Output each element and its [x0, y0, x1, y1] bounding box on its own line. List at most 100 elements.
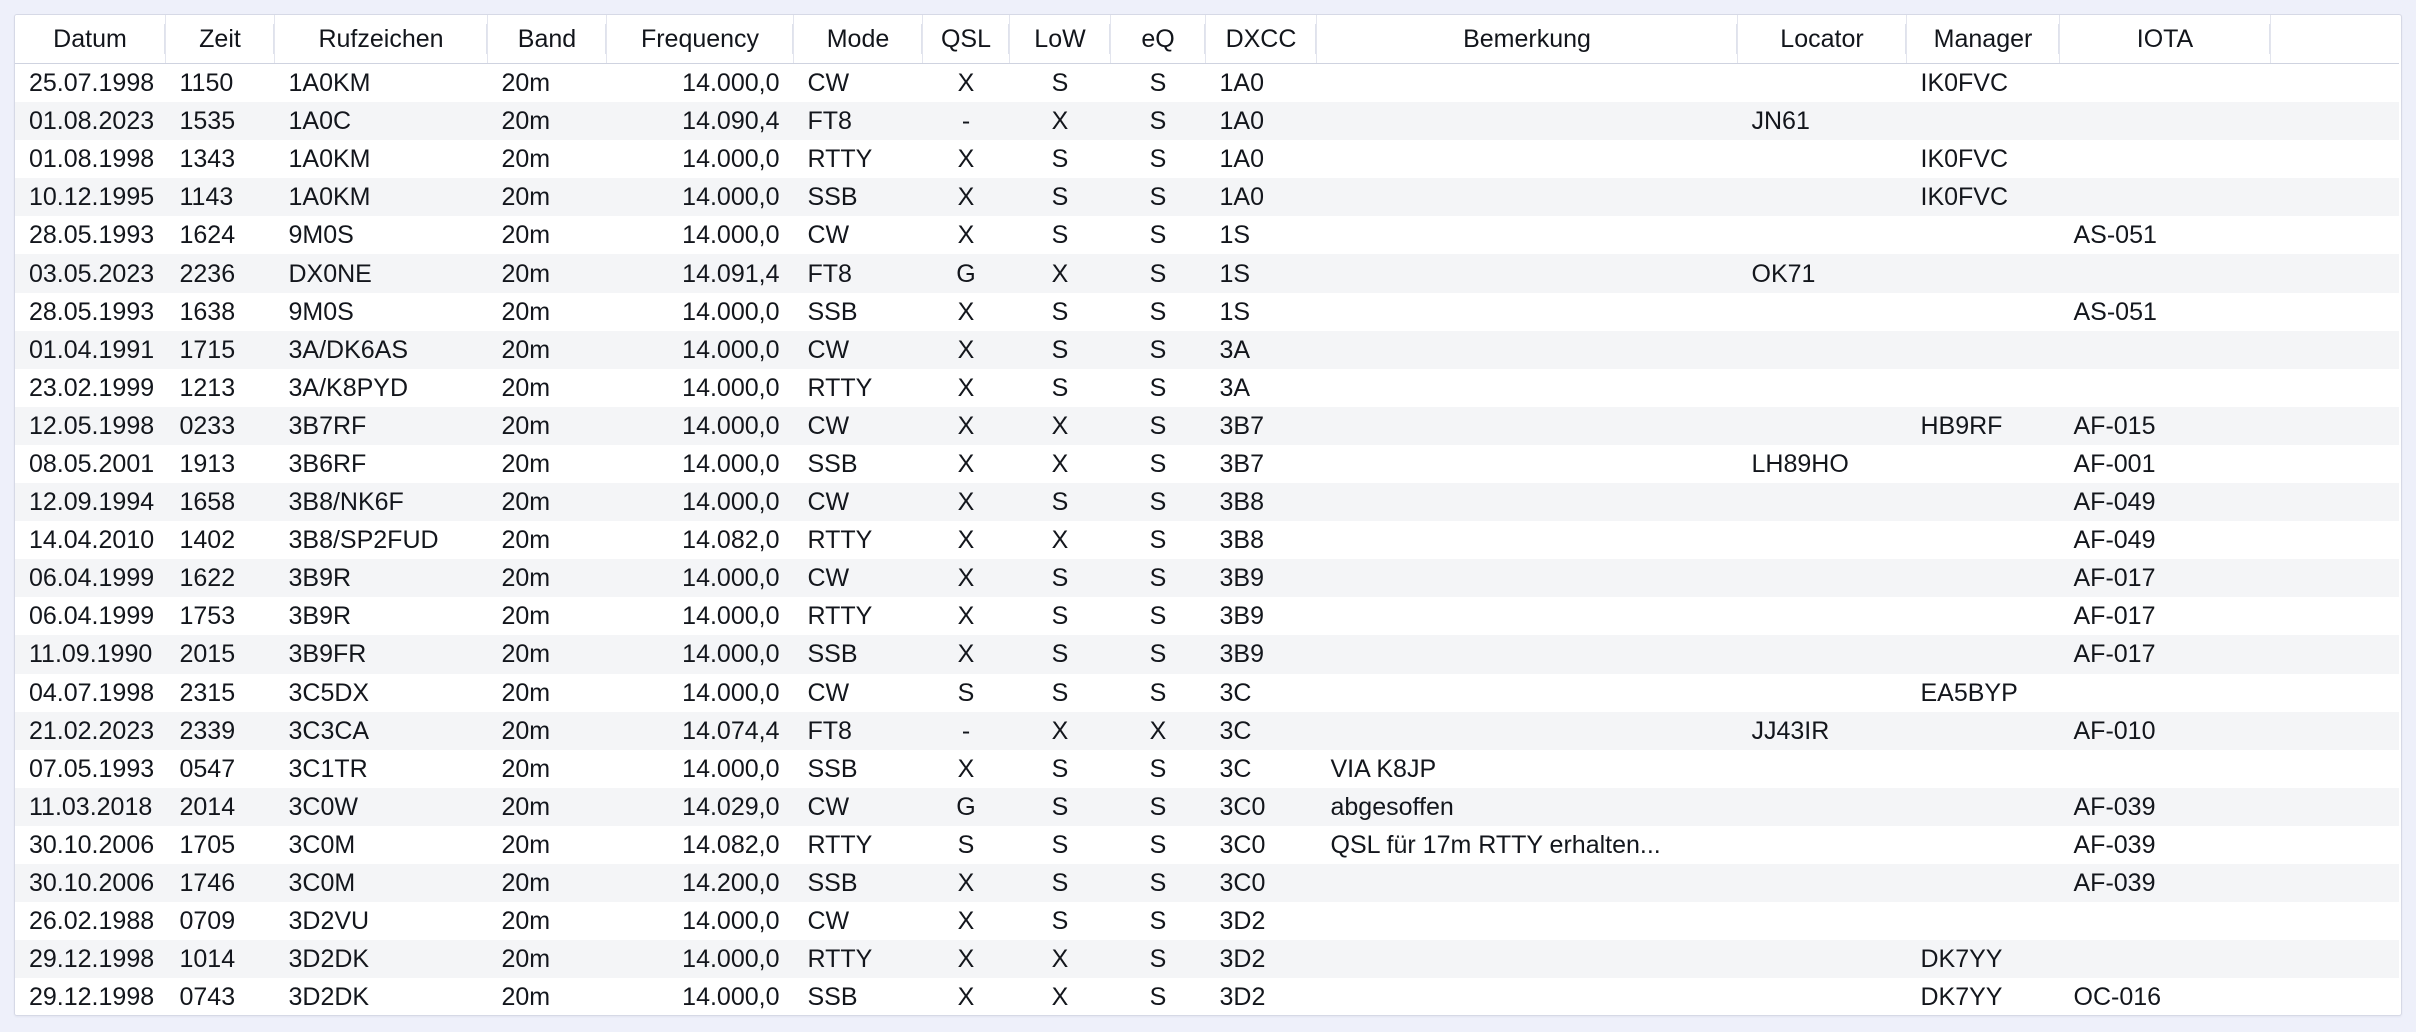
column-divider-icon[interactable]: [921, 24, 922, 54]
cell-band: 20m: [501, 564, 551, 593]
cell-datum: 01.04.1991: [29, 335, 155, 364]
column-divider-icon[interactable]: [2269, 24, 2270, 54]
table-row[interactable]: 28.05.1993 1624 9M0S 20m 14.000,0 CW X S S 1S AS-0…: [15, 216, 2399, 255]
column-header-band-label: Band: [517, 24, 577, 53]
cell-datum: 06.04.1999: [29, 564, 155, 593]
column-divider-icon[interactable]: [1109, 24, 1110, 54]
table-row[interactable]: 03.05.2023 2236 DX0NE 20m 14.091,4 FT8 G X S 1S OK…: [15, 254, 2399, 293]
cell-locator: [1738, 331, 1907, 369]
cell-dxcc: 3C0: [1219, 792, 1266, 821]
cell-bem: [1317, 293, 1738, 331]
cell-ruf: 1A0C: [288, 107, 352, 136]
cell-eq: S: [1149, 259, 1167, 288]
cell-low: X: [1051, 449, 1069, 478]
table-row[interactable]: 25.07.1998 1150 1A0KM 20m 14.000,0 CW X S S 1A0 IK…: [15, 63, 2399, 103]
table-row[interactable]: 12.09.1994 1658 3B8/NK6F 20m 14.000,0 CW X S S 3B…: [15, 483, 2399, 522]
column-header-frequency[interactable]: Frequency: [606, 15, 794, 64]
table-row[interactable]: 28.05.1993 1638 9M0S 20m 14.000,0 SSB X S S 1S AS-…: [15, 292, 2399, 331]
cell-iota: AF-017: [2073, 564, 2156, 593]
cell-iota: AF-039: [2073, 869, 2156, 898]
table-row[interactable]: 11.03.2018 2014 3C0W 20m 14.029,0 CW G S S 3C0 abg…: [15, 787, 2399, 826]
cell-mode: CW: [807, 411, 850, 440]
cell-freq: 14.200,0: [682, 869, 780, 898]
table-row[interactable]: 21.02.2023 2339 3C3CA 20m 14.074,4 FT8 - X X 3C JJ…: [15, 711, 2399, 750]
table-row[interactable]: 01.04.1991 1715 3A/DK6AS 20m 14.000,0 CW X S S 3A: [15, 330, 2399, 369]
cell-freq: 14.000,0: [682, 449, 780, 478]
cell-dxcc: 3B9: [1219, 564, 1264, 593]
table-row[interactable]: 08.05.2001 1913 3B6RF 20m 14.000,0 SSB X X S 3B7 L…: [15, 444, 2399, 484]
table-row[interactable]: 26.02.1988 0709 3D2VU 20m 14.000,0 CW X S S 3D2: [15, 902, 2399, 941]
cell-freq: 14.029,0: [682, 792, 780, 821]
cell-manager: [1907, 369, 2060, 407]
cell-datum: 08.05.2001: [29, 449, 155, 478]
cell-mode: CW: [807, 69, 850, 98]
column-header-low[interactable]: LoW: [1009, 15, 1111, 64]
cell-manager: [1907, 521, 2060, 559]
column-divider-icon[interactable]: [605, 24, 606, 54]
table-row[interactable]: 23.02.1999 1213 3A/K8PYD 20m 14.000,0 RTTY X S S…: [15, 368, 2399, 407]
cell-qsl: X: [957, 488, 975, 517]
column-divider-icon[interactable]: [1736, 24, 1737, 54]
table-row[interactable]: 29.12.1998 1014 3D2DK 20m 14.000,0 RTTY X X S 3D2…: [15, 940, 2399, 979]
cell-band: 20m: [501, 297, 551, 326]
cell-qsl: X: [957, 69, 975, 98]
cell-qsl: X: [957, 754, 975, 783]
column-header-qsl[interactable]: QSL: [922, 15, 1010, 64]
table-row[interactable]: 30.10.2006 1746 3C0M 20m 14.200,0 SSB X S S 3C0 AF…: [15, 863, 2399, 903]
column-header-mode[interactable]: Mode: [793, 15, 923, 64]
cell-manager: [1907, 216, 2060, 254]
table-row[interactable]: 10.12.1995 1143 1A0KM 20m 14.000,0 SSB X S S 1A0 I…: [15, 178, 2399, 217]
table-row[interactable]: 30.10.2006 1705 3C0M 20m 14.082,0 RTTY S S S 3C0 Q…: [15, 825, 2399, 864]
cell-band: 20m: [501, 259, 551, 288]
column-divider-icon[interactable]: [1315, 24, 1316, 54]
cell-datum: 11.09.1990: [29, 640, 153, 669]
cell-iota: AS-051: [2073, 221, 2157, 250]
cell-dxcc: 3D2: [1219, 945, 1266, 974]
column-divider-icon[interactable]: [1905, 24, 1906, 54]
table-row[interactable]: 07.05.1993 0547 3C1TR 20m 14.000,0 SSB X S S 3C VI…: [15, 749, 2399, 788]
column-header-zeit[interactable]: Zeit: [165, 15, 275, 64]
cell-locator: [1738, 864, 1907, 902]
table-row[interactable]: 01.08.2023 1535 1A0C 20m 14.090,4 FT8 - X S 1A0 JN…: [15, 102, 2399, 141]
column-header-rufzeichen[interactable]: Rufzeichen: [274, 15, 488, 64]
column-header-locator[interactable]: Locator: [1737, 15, 1907, 64]
cell-band: 20m: [501, 716, 551, 745]
cell-zeit: 1624: [179, 221, 236, 250]
column-divider-icon[interactable]: [486, 24, 487, 54]
table-row[interactable]: 11.09.1990 2015 3B9FR 20m 14.000,0 SSB X S S 3B9 A…: [15, 635, 2400, 674]
column-header-dxcc-label: DXCC: [1225, 24, 1297, 53]
table-row[interactable]: 01.08.1998 1343 1A0KM 20m 14.000,0 RTTY X S S 1A0…: [15, 140, 2399, 179]
table-row[interactable]: 04.07.1998 2315 3C5DX 20m 14.000,0 CW S S S 3C EA5…: [15, 673, 2399, 712]
cell-band: 20m: [501, 373, 551, 402]
table-row[interactable]: 06.04.1999 1753 3B9R 20m 14.000,0 RTTY X S S 3B9 A…: [15, 597, 2399, 636]
column-divider-icon[interactable]: [273, 24, 274, 54]
table-row[interactable]: 06.04.1999 1622 3B9R 20m 14.000,0 CW X S S 3B9 AF-…: [15, 559, 2399, 598]
cell-mode: CW: [807, 907, 850, 936]
table-row[interactable]: 14.04.2010 1402 3B8/SP2FUD 20m 14.082,0 RTTY X…: [15, 521, 2399, 560]
cell-spacer: [2271, 635, 2400, 673]
cell-eq: S: [1149, 107, 1167, 136]
cell-zeit: 1658: [179, 488, 236, 517]
column-divider-icon[interactable]: [1008, 24, 1009, 54]
cell-dxcc: 1A0: [1219, 145, 1264, 174]
column-divider-icon[interactable]: [792, 24, 793, 54]
column-header-datum[interactable]: Datum: [15, 15, 166, 64]
table-row[interactable]: 12.05.1998 0233 3B7RF 20m 14.000,0 CW X X S 3B7 HB…: [15, 406, 2399, 445]
table-row[interactable]: 29.12.1998 0743 3D2DK 20m 14.000,0 SSB X X S 3D2 D…: [15, 978, 2399, 1015]
column-header-qsl-label: QSL: [940, 24, 992, 53]
cell-ruf: 3B9R: [288, 564, 352, 593]
table-scroll-area[interactable]: Datum Zeit Rufzeichen Band Frequency Mod…: [15, 15, 2401, 1015]
cell-dxcc: 3C0: [1219, 830, 1266, 859]
cell-iota: [2060, 254, 2271, 292]
column-divider-icon[interactable]: [1204, 24, 1205, 54]
column-divider-icon[interactable]: [2058, 24, 2059, 54]
cell-low: X: [1051, 716, 1069, 745]
column-divider-icon[interactable]: [164, 24, 165, 54]
column-header-iota[interactable]: IOTA: [2059, 15, 2271, 64]
cell-qsl: X: [957, 640, 975, 669]
column-header-dxcc[interactable]: DXCC: [1205, 15, 1317, 64]
column-header-band[interactable]: Band: [487, 15, 607, 64]
column-header-manager[interactable]: Manager: [1906, 15, 2060, 64]
column-header-bemerkung[interactable]: Bemerkung: [1316, 15, 1738, 64]
column-header-eq[interactable]: eQ: [1110, 15, 1206, 64]
